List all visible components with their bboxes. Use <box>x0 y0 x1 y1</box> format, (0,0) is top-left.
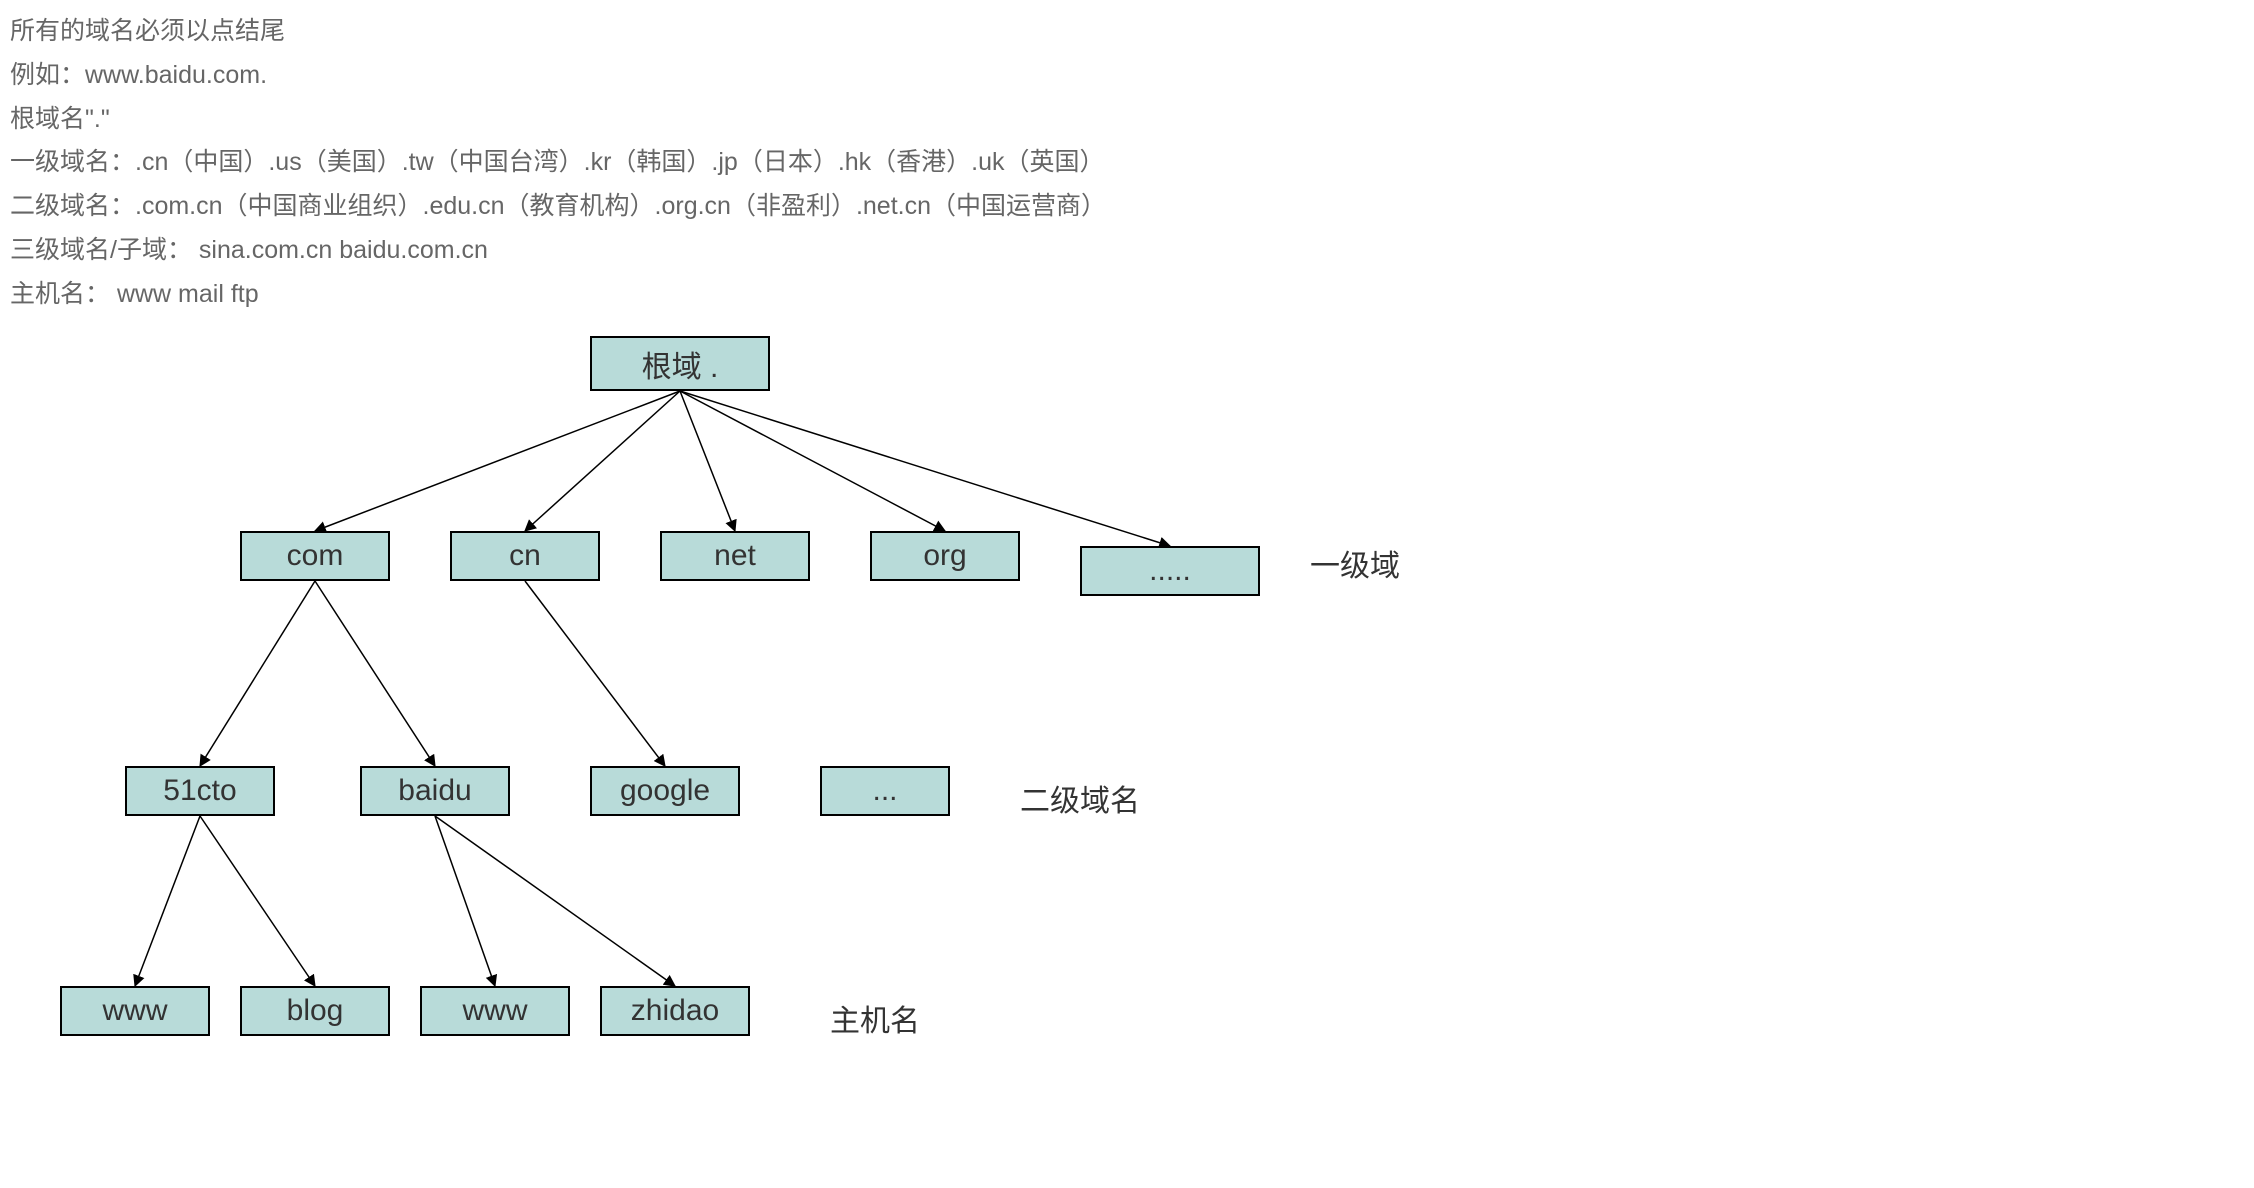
tree-edge <box>680 391 945 531</box>
tree-edge <box>135 816 200 986</box>
tree-node-more1: ..... <box>1080 546 1260 596</box>
level-label: 二级域名 <box>1020 776 1140 820</box>
tree-edge <box>200 816 315 986</box>
tree-node-com: com <box>240 531 390 581</box>
intro-text: 所有的域名必须以点结尾 例如：www.baidu.com. 根域名"." 一级域… <box>10 10 2244 316</box>
tree-edge <box>315 391 680 531</box>
text-line: 例如：www.baidu.com. <box>10 54 2244 98</box>
tree-edge <box>435 816 675 986</box>
tree-node-blog: blog <box>240 986 390 1036</box>
tree-edge <box>680 391 735 531</box>
tree-node-51cto: 51cto <box>125 766 275 816</box>
text-line: 一级域名：.cn（中国）.us（美国）.tw（中国台湾）.kr（韩国）.jp（日… <box>10 141 2244 185</box>
level-label: 主机名 <box>830 996 920 1040</box>
tree-node-www2: www <box>420 986 570 1036</box>
tree-edge <box>680 391 1170 546</box>
text-line: 二级域名：.com.cn（中国商业组织）.edu.cn（教育机构）.org.cn… <box>10 185 2244 229</box>
tree-node-more2: ... <box>820 766 950 816</box>
text-line: 根域名"." <box>10 98 2244 142</box>
tree-node-zhidao: zhidao <box>600 986 750 1036</box>
tree-edge <box>525 581 665 766</box>
tree-node-root: 根域 . <box>590 336 770 391</box>
tree-edge <box>200 581 315 766</box>
tree-edge <box>315 581 435 766</box>
text-line: 所有的域名必须以点结尾 <box>10 10 2244 54</box>
tree-edge <box>525 391 680 531</box>
text-line: 主机名： www mail ftp <box>10 273 2244 317</box>
dns-tree-diagram: 根域 . com cn net org..... 51cto baidu google... w… <box>10 336 1510 1106</box>
level-label: 一级域 <box>1310 541 1400 585</box>
tree-edge <box>435 816 495 986</box>
text-line: 三级域名/子域： sina.com.cn baidu.com.cn <box>10 229 2244 273</box>
tree-node-net: net <box>660 531 810 581</box>
tree-node-org: org <box>870 531 1020 581</box>
tree-node-baidu: baidu <box>360 766 510 816</box>
tree-node-cn: cn <box>450 531 600 581</box>
edge-layer <box>10 336 1510 1106</box>
tree-node-www1: www <box>60 986 210 1036</box>
tree-node-google: google <box>590 766 740 816</box>
